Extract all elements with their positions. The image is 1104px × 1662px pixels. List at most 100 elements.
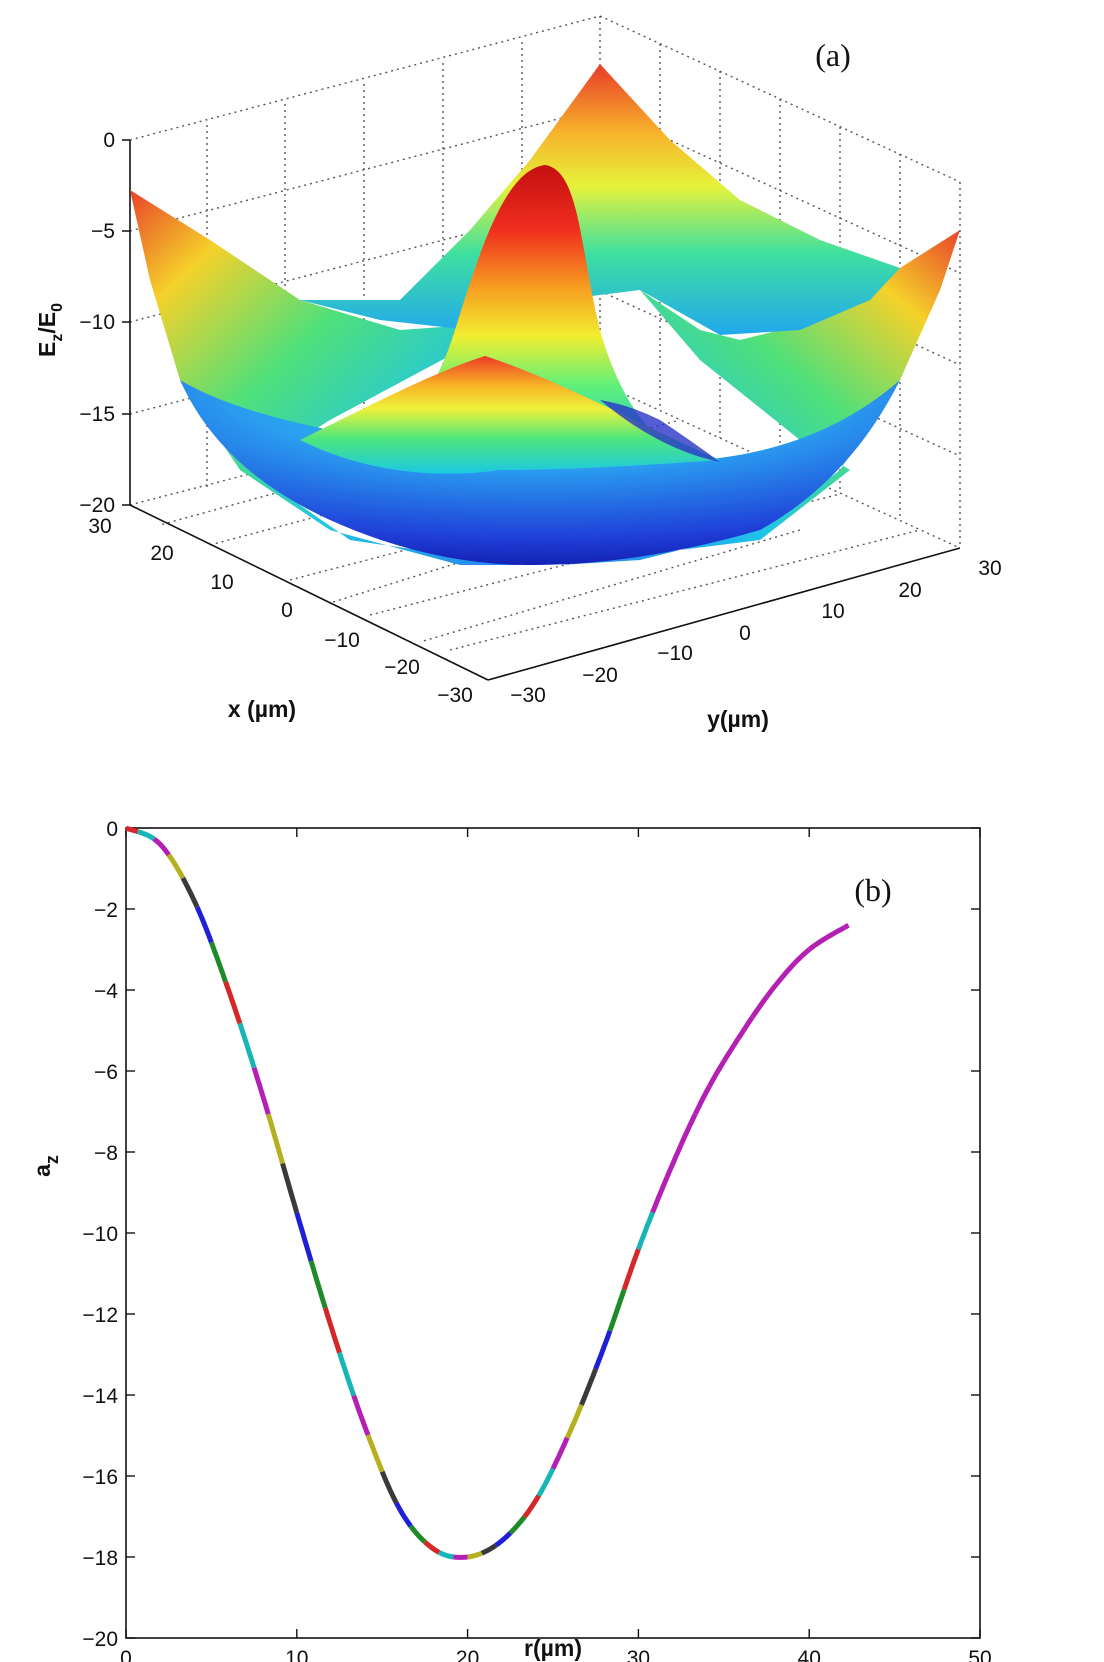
series-line-segment (678, 1112, 698, 1146)
x-axis-label: x (µm) (228, 696, 296, 722)
y-tick-label: −14 (82, 1385, 118, 1408)
series-line-segment (842, 923, 850, 930)
y-tick-label: −12 (82, 1304, 118, 1327)
x-tick-label: 30 (88, 515, 111, 538)
svg-text:az: az (29, 1155, 62, 1177)
series-line-segment (379, 1470, 399, 1505)
series-line-segment (137, 829, 156, 842)
y-tick-label: −2 (94, 899, 118, 922)
surface-left-wall (130, 190, 530, 565)
series-line-segment (467, 1550, 483, 1560)
x-tick-label: 0 (120, 1647, 132, 1662)
surface-bowl (180, 380, 900, 565)
series-line-segment (438, 1550, 454, 1560)
y-tick-label: −20 (582, 664, 618, 687)
svg-text:Ez/E0: Ez/E0 (34, 303, 66, 357)
series-line-segment (764, 977, 783, 999)
y-tick-label: 0 (739, 622, 751, 645)
x-tick-label: 20 (150, 542, 173, 565)
series-line-segment (180, 876, 200, 909)
x-tick-label: −20 (384, 656, 420, 679)
panel-label-b: (b) (854, 872, 891, 908)
series-line-segment (251, 1066, 271, 1115)
series-line-segment (564, 1403, 584, 1439)
series-line-segment (308, 1260, 328, 1309)
series-line-segment (322, 1307, 342, 1354)
series-line-segment (593, 1329, 613, 1370)
series-line-segment (750, 995, 769, 1019)
y-tick-label: −4 (94, 980, 118, 1003)
x-tick-label: 50 (968, 1647, 991, 1662)
z-tick-label: −10 (79, 311, 115, 334)
series-line-segment (664, 1143, 684, 1179)
z-label-sub1: z (49, 334, 66, 342)
y-axis-label: y(µm) (707, 706, 769, 732)
z-label-sep: /E (34, 312, 60, 334)
y-tick-label: −6 (94, 1061, 118, 1084)
z-label-main: E (34, 342, 60, 357)
series-line-segment (394, 1501, 413, 1528)
z-tick-labels: 0 −5 −10 −15 −20 (79, 129, 115, 517)
x-tick-label: 30 (627, 1647, 650, 1662)
series-line-segment (792, 947, 811, 965)
y-tick-label: 0 (106, 820, 118, 841)
x-tick-label: 40 (798, 1647, 821, 1662)
y-tick-label: −10 (657, 642, 693, 665)
z-tick-label: 0 (103, 129, 115, 152)
z-axis-label: Ez/E0 (34, 303, 66, 357)
series (125, 825, 850, 1560)
surface-right-wall (560, 230, 960, 565)
series-line-segment (807, 935, 829, 952)
series-line-segment (480, 1543, 498, 1556)
y-tick-label: −10 (82, 1223, 118, 1246)
series-line-segment (408, 1524, 427, 1544)
series-line-segment (194, 906, 214, 944)
series-line-segment (351, 1394, 371, 1436)
series-line-segment (166, 853, 186, 880)
y-tick-label: −20 (82, 1628, 118, 1651)
y-tick-labels: −30 −20 −10 0 10 20 30 (510, 557, 1001, 707)
series-line-segment (693, 1084, 712, 1116)
x-tick-label: −30 (437, 684, 473, 707)
series-line-segment (707, 1060, 726, 1088)
panel-label-a: (a) (815, 37, 851, 73)
series-line-segment (494, 1531, 513, 1548)
y-tick-label: −8 (94, 1142, 118, 1165)
y-label-main: a (29, 1164, 55, 1177)
y-axis-label: az (29, 1155, 62, 1177)
series-line-segment (522, 1494, 541, 1519)
series-line-segment (536, 1467, 556, 1497)
y-tick-label: −18 (82, 1547, 118, 1570)
x-tick-label: 20 (456, 1647, 479, 1662)
z-label-sub2: 0 (49, 303, 66, 312)
series-line-segment (209, 941, 228, 983)
series-line-segment (825, 925, 846, 940)
series-line-segment (423, 1540, 441, 1555)
x-tick-label: 0 (281, 599, 293, 622)
surface (130, 64, 960, 565)
surface-back-peak (300, 64, 900, 335)
series-line-segment (265, 1113, 286, 1165)
series-line-segment (337, 1352, 357, 1397)
series-line-segment (636, 1211, 655, 1251)
z-tick-label: −15 (79, 403, 115, 426)
line-chart: 0−2−4−6−8−10−12−14−16−18−20 0 10 20 30 40 50 … (29, 820, 992, 1662)
series-line-segment (365, 1434, 385, 1473)
x-axis-label: r(µm) (524, 1635, 582, 1661)
series-line-segment (280, 1162, 300, 1214)
series-line-segment (607, 1288, 627, 1332)
series-line-segment (152, 837, 171, 857)
series-line-segment (721, 1037, 741, 1063)
series-line-segment (237, 1022, 257, 1069)
series-line-segment (294, 1212, 314, 1262)
surface-valley-shadow (600, 400, 720, 462)
y-tick-label: 20 (898, 579, 921, 602)
series-line-segment (778, 961, 797, 981)
series-line-segment (223, 981, 243, 1025)
y-tick-label: 30 (978, 557, 1001, 580)
x-tick-labels: 30 20 10 0 −10 −20 −30 (88, 515, 472, 707)
series-line-segment (550, 1436, 570, 1470)
series-line-segment (621, 1248, 641, 1291)
x-tick-label: −10 (324, 629, 360, 652)
z-tick-label: −20 (79, 494, 115, 517)
